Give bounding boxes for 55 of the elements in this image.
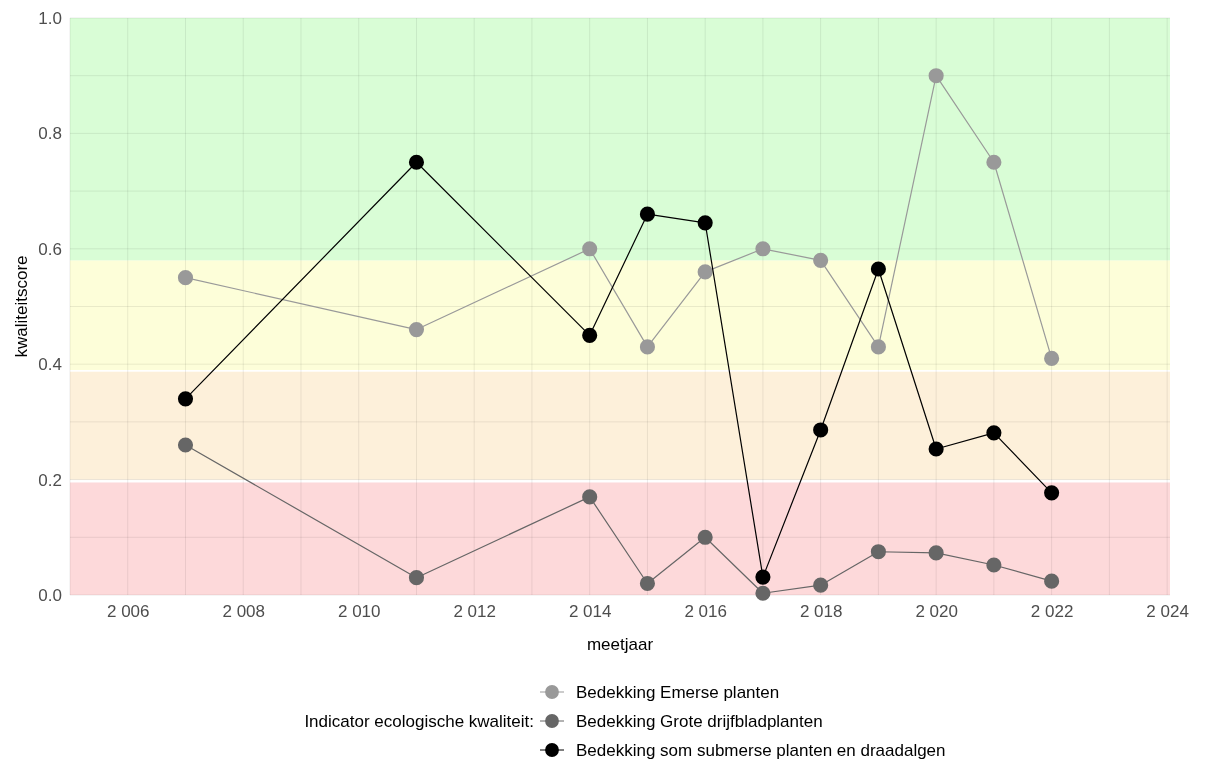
point: [408, 154, 425, 170]
x-tick-label: 2 006: [106, 602, 150, 622]
x-tick-label: 2 018: [799, 602, 843, 622]
point: [986, 154, 1002, 170]
point: [639, 339, 655, 355]
point: [813, 422, 829, 438]
point: [177, 391, 194, 407]
point: [755, 569, 771, 585]
point: [177, 437, 194, 453]
point: [755, 241, 771, 257]
point: [639, 206, 655, 222]
legend-label: Bedekking Grote drijfbladplanten: [576, 712, 823, 731]
y-tick-label: 0.8: [38, 124, 62, 144]
point: [1044, 485, 1060, 501]
x-tick-label: 2 020: [915, 602, 958, 622]
x-tick-label: 2 010: [337, 602, 381, 622]
point: [697, 215, 713, 231]
point: [1044, 350, 1060, 366]
x-tick-label: 2 024: [1146, 602, 1189, 622]
point: [928, 68, 944, 84]
point: [408, 570, 425, 586]
point: [870, 339, 886, 355]
point: [1044, 573, 1060, 589]
point: [928, 545, 944, 561]
legend-label: Bedekking som submerse planten en draadalgen: [576, 741, 946, 760]
point: [697, 264, 713, 280]
point: [408, 322, 425, 338]
point: [582, 241, 598, 257]
point: [870, 544, 886, 560]
legend-title: Indicator ecologische kwaliteit:: [304, 712, 534, 731]
point: [870, 261, 886, 277]
point: [639, 575, 655, 592]
legend-label: Bedekking Emerse planten: [576, 683, 780, 702]
x-tick-label: 2 008: [222, 602, 265, 622]
point: [986, 425, 1002, 441]
point: [813, 577, 829, 593]
point: [177, 270, 194, 286]
point: [813, 252, 829, 268]
point: [986, 557, 1002, 573]
point: [755, 585, 771, 601]
y-tick-label: 0.0: [38, 585, 62, 605]
point: [697, 529, 713, 545]
point: [928, 441, 944, 457]
x-tick-label: 2 022: [1030, 602, 1074, 622]
x-axis-title: meetjaar: [586, 635, 654, 654]
y-tick-label: 0.2: [38, 470, 62, 490]
y-axis-title: kwaliteitscore: [12, 255, 31, 358]
x-tick-label: 2 016: [684, 602, 727, 622]
y-tick-label: 1.0: [38, 8, 62, 28]
point: [582, 327, 598, 343]
point: [582, 489, 598, 505]
y-tick-label: 0.6: [38, 239, 62, 259]
x-tick-label: 2 014: [568, 602, 612, 622]
x-tick-label: 2 012: [453, 602, 496, 622]
y-tick-label: 0.4: [38, 355, 62, 375]
